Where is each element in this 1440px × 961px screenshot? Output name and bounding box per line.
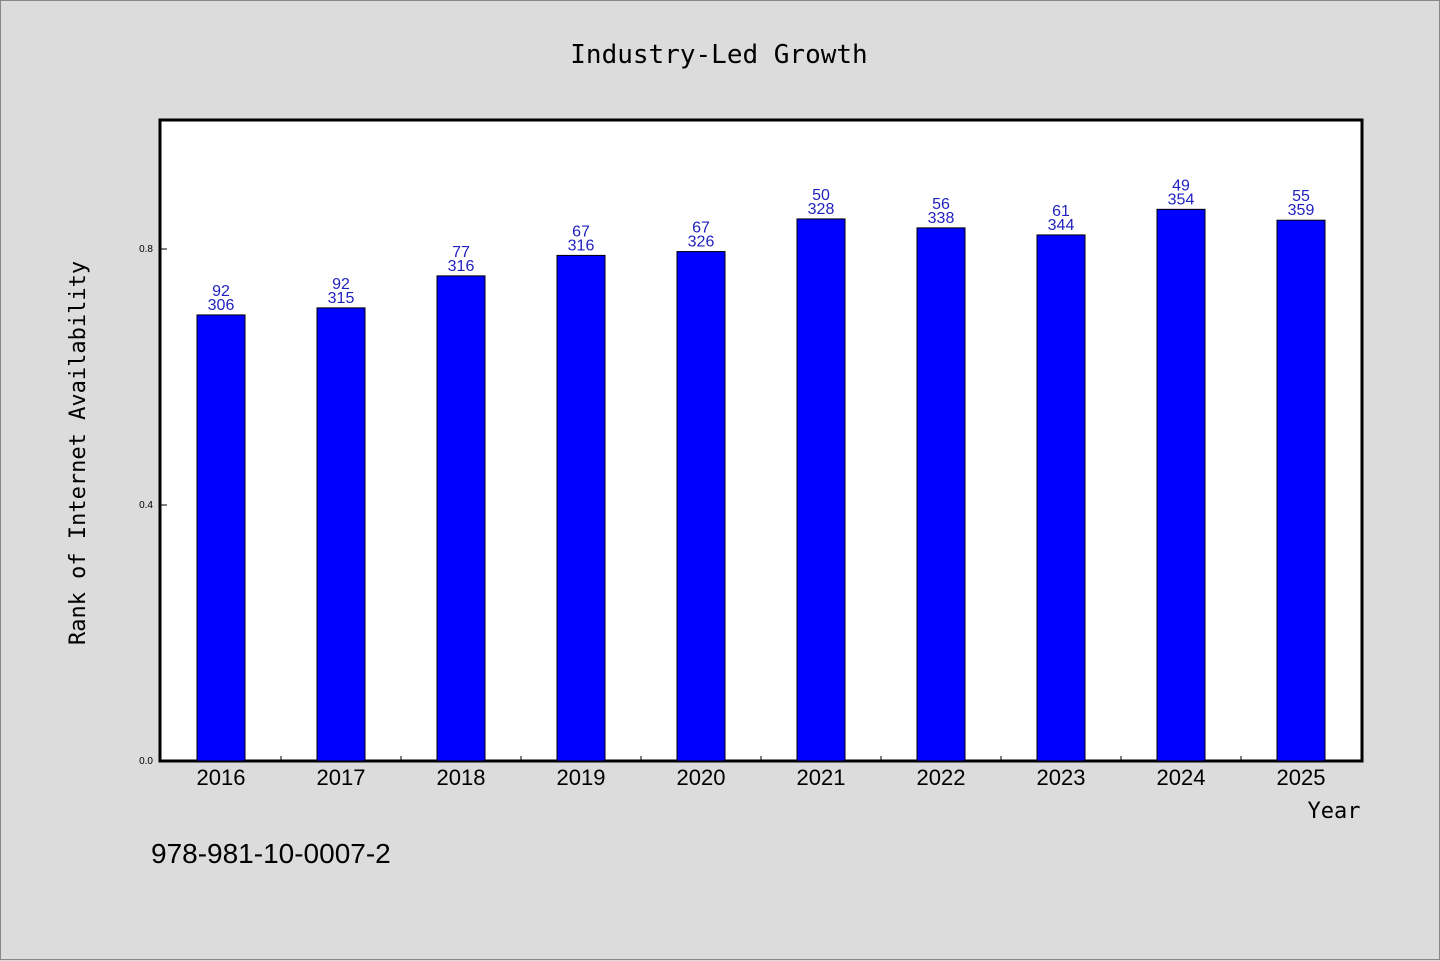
data-label-top-2016: 92 [212, 283, 230, 300]
bar-2022 [916, 227, 966, 762]
x-tick-label-2017: 2017 [317, 765, 366, 790]
y-axis: 0.0 0.4 0.8 [139, 244, 167, 767]
bar-2020 [676, 251, 726, 762]
data-label-bottom-2024: 354 [1168, 191, 1195, 208]
data-label-top-2018: 77 [452, 244, 470, 261]
data-label-top-2022: 56 [932, 196, 950, 213]
isbn-caption: 978-981-10-0007-2 [151, 838, 391, 869]
x-tick-label-2019: 2019 [557, 765, 606, 790]
x-tick-label-2024: 2024 [1157, 765, 1206, 790]
y-axis-label: Rank of Internet Availability [66, 261, 91, 645]
y-tick-label: 0.8 [139, 244, 153, 255]
data-label-top-2025: 55 [1292, 188, 1310, 205]
bar-2024 [1156, 208, 1206, 762]
chart-title: Industry-Led Growth [570, 40, 867, 70]
bar-2016 [196, 314, 246, 762]
data-label-bottom-2017: 315 [328, 290, 355, 307]
bar-2025 [1276, 219, 1326, 762]
data-label-bottom-2021: 328 [808, 201, 835, 218]
data-label-top-2021: 50 [812, 187, 830, 204]
data-label-top-2023: 61 [1052, 203, 1070, 220]
data-label-bottom-2022: 338 [928, 210, 955, 227]
y-tick-label: 0.0 [139, 756, 153, 767]
x-tick-label-2025: 2025 [1277, 765, 1326, 790]
y-tick-label: 0.4 [139, 500, 153, 511]
data-label-bottom-2020: 326 [688, 234, 715, 251]
x-axis: 2016 2017 2018 2019 2020 2021 2022 2023 2024 2025 [197, 756, 1326, 790]
x-tick-label-2016: 2016 [197, 765, 246, 790]
data-label-bottom-2016: 306 [208, 297, 235, 314]
x-axis-label: Year [1308, 799, 1361, 824]
data-label-bottom-2023: 344 [1048, 217, 1075, 234]
x-tick-label-2018: 2018 [437, 765, 486, 790]
x-tick-label-2021: 2021 [797, 765, 846, 790]
bar-2021 [796, 218, 846, 762]
bar-2023 [1036, 234, 1086, 762]
bar-2018 [436, 275, 486, 762]
data-label-bottom-2019: 316 [568, 237, 595, 254]
x-tick-label-2020: 2020 [677, 765, 726, 790]
data-label-bottom-2018: 316 [448, 258, 475, 275]
data-label-bottom-2025: 359 [1288, 202, 1315, 219]
bar-2017 [316, 307, 366, 762]
data-label-top-2017: 92 [332, 276, 350, 293]
bar-2019 [556, 254, 606, 762]
data-label-top-2024: 49 [1172, 177, 1190, 194]
x-tick-label-2022: 2022 [917, 765, 966, 790]
data-label-top-2019: 67 [572, 223, 590, 240]
x-tick-label-2023: 2023 [1037, 765, 1086, 790]
data-label-top-2020: 67 [692, 220, 710, 237]
